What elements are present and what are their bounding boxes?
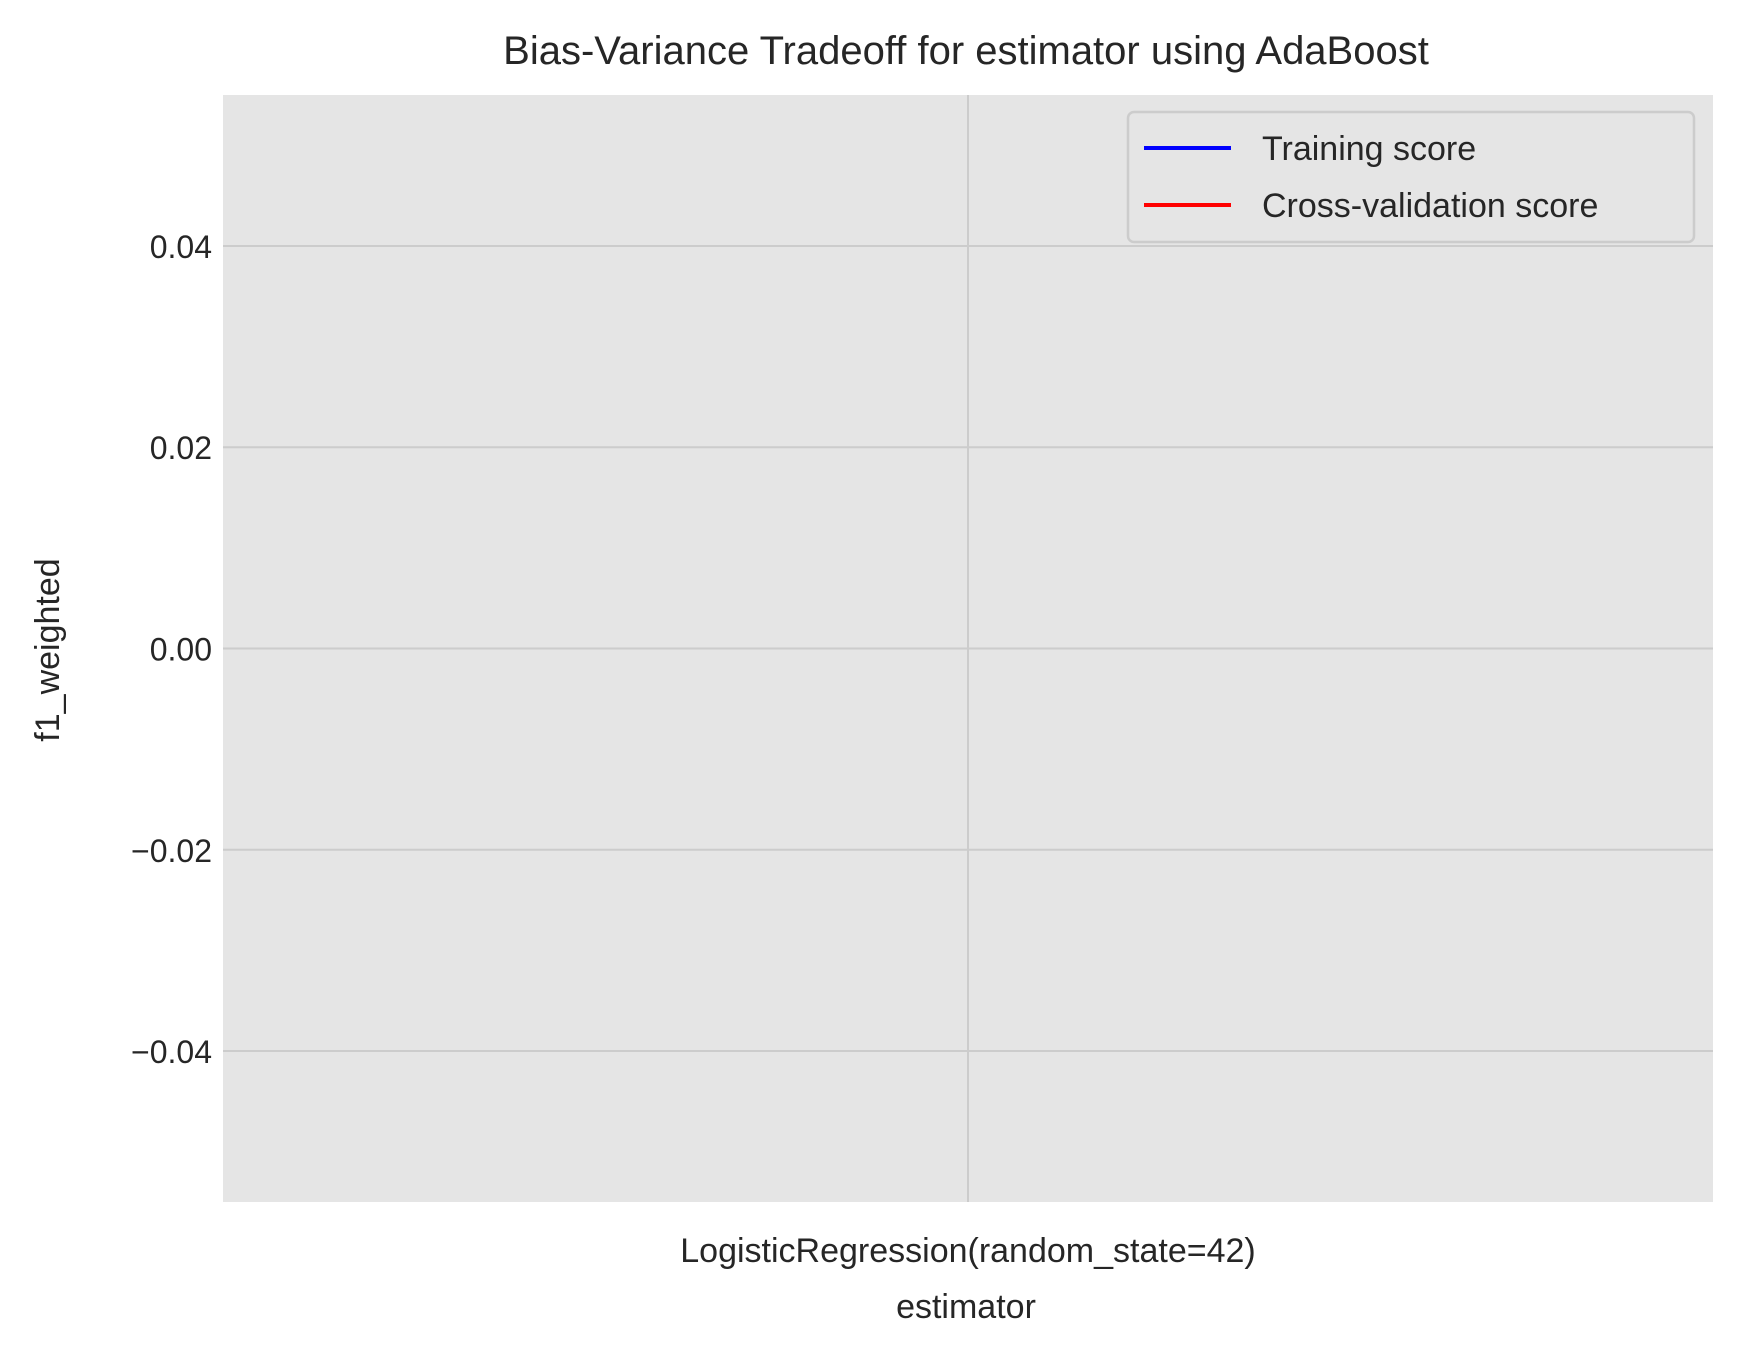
legend-label: Cross-validation score xyxy=(1262,187,1598,225)
legend-box xyxy=(1126,110,1696,244)
legend-label: Training score xyxy=(1262,130,1476,168)
gridlines xyxy=(223,95,1713,1202)
y-tick-label: 0.02 xyxy=(150,430,212,466)
x-axis-label: estimator xyxy=(896,1288,1036,1326)
y-tick-label: 0.00 xyxy=(150,632,212,668)
legend: Training score Cross-validation score xyxy=(1126,110,1696,244)
x-tick-label: LogisticRegression(random_state=42) xyxy=(680,1232,1255,1270)
y-tick-label: −0.04 xyxy=(131,1034,212,1070)
y-tick-label: −0.02 xyxy=(131,833,212,869)
y-axis-label: f1_weighted xyxy=(29,558,67,741)
y-tick-label: 0.04 xyxy=(150,229,212,265)
chart-title: Bias-Variance Tradeoff for estimator usi… xyxy=(503,29,1429,73)
y-tick-labels: 0.04 0.02 0.00 −0.02 −0.04 xyxy=(131,229,212,1070)
x-tick-labels: LogisticRegression(random_state=42) xyxy=(680,1232,1255,1270)
